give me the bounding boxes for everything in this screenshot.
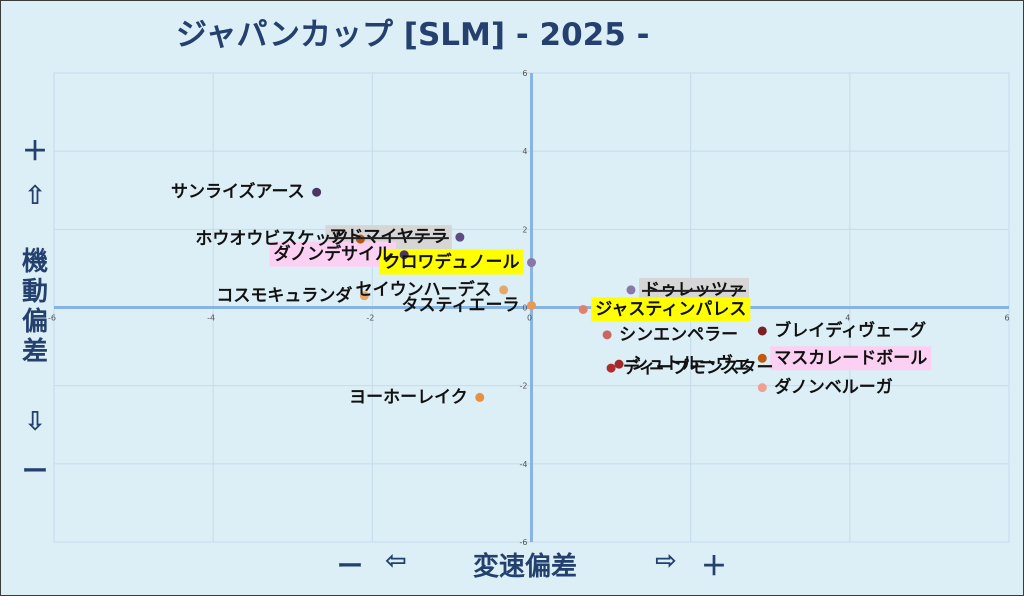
y-tick-label: -2	[520, 382, 528, 391]
x-tick-label: -2	[366, 314, 374, 323]
data-point	[312, 187, 322, 197]
y-tick-label: 0	[522, 304, 527, 313]
data-point	[757, 353, 767, 363]
label-highlights	[269, 225, 932, 371]
label-highlight	[269, 241, 397, 267]
y-tick-label: 4	[522, 147, 527, 156]
point-label: ダノンデサイル	[274, 244, 393, 265]
point-label: シンエンペラー	[619, 325, 738, 345]
x-tick-label: -6	[48, 314, 56, 323]
y-minus-mark: ー	[21, 457, 48, 487]
x-tick-label: 6	[1004, 314, 1009, 323]
data-point	[455, 232, 465, 242]
point-label: タスティエーラ	[402, 296, 520, 316]
point-label: ブレイディヴェーグ	[774, 320, 926, 341]
point-label: サンライズアース	[171, 181, 305, 202]
up-arrow-icon: ⇧	[24, 181, 46, 211]
y-axis-title: 機動偏差	[21, 247, 48, 367]
down-arrow-icon: ⇩	[24, 407, 46, 437]
data-point	[626, 285, 636, 295]
point-label: ヨーホーレイク	[349, 387, 468, 407]
data-point	[757, 383, 767, 393]
data-point	[578, 304, 588, 314]
right-arrow-icon: ⇨	[655, 546, 677, 576]
data-point	[359, 291, 369, 301]
data-point	[499, 285, 509, 295]
x-axis-title: 変速偏差	[473, 552, 578, 582]
data-point	[602, 330, 612, 340]
label-highlight	[591, 297, 751, 322]
point-label: シュトルーヴェ	[631, 353, 750, 374]
x-tick-label: 4	[845, 314, 850, 323]
data-point	[399, 250, 409, 260]
point-label: ホウオウビスケッツ	[195, 229, 348, 249]
data-point	[475, 392, 485, 402]
chart-title: ジャパンカップ [SLM] - 2025 -	[176, 17, 650, 53]
x-tick-label: 0	[527, 314, 532, 323]
y-tick-label: -6	[520, 538, 528, 547]
point-labels: サンライズアースアドマイヤテラホウオウビスケッツダノンデサイルクロワデュノールセ…	[171, 181, 927, 407]
data-points	[312, 187, 767, 402]
point-label: クロワデュノール	[384, 252, 520, 273]
data-point	[606, 363, 616, 373]
data-point	[527, 258, 536, 268]
left-arrow-icon: ⇦	[385, 546, 407, 576]
y-tick-label: 2	[522, 225, 527, 234]
point-label: ディープモンスター	[623, 357, 773, 378]
data-point	[614, 359, 624, 369]
y-tick-label: 6	[522, 69, 527, 78]
x-minus-mark: ー	[337, 552, 364, 582]
y-plus-mark: ＋	[21, 137, 48, 167]
point-label: コスモキュランダ	[216, 285, 352, 306]
label-highlight	[770, 346, 932, 371]
point-label: ダノンベルーガ	[774, 377, 893, 398]
point-label: セイウンハーデス	[356, 279, 492, 300]
data-point	[527, 301, 536, 311]
data-point	[757, 326, 767, 336]
point-label: ジャスティンパレス	[595, 299, 746, 319]
x-plus-mark: ＋	[701, 552, 728, 582]
y-tick-label: -4	[520, 460, 528, 469]
point-label: マスカレードボール	[774, 348, 927, 368]
x-tick-label: -4	[207, 314, 215, 323]
